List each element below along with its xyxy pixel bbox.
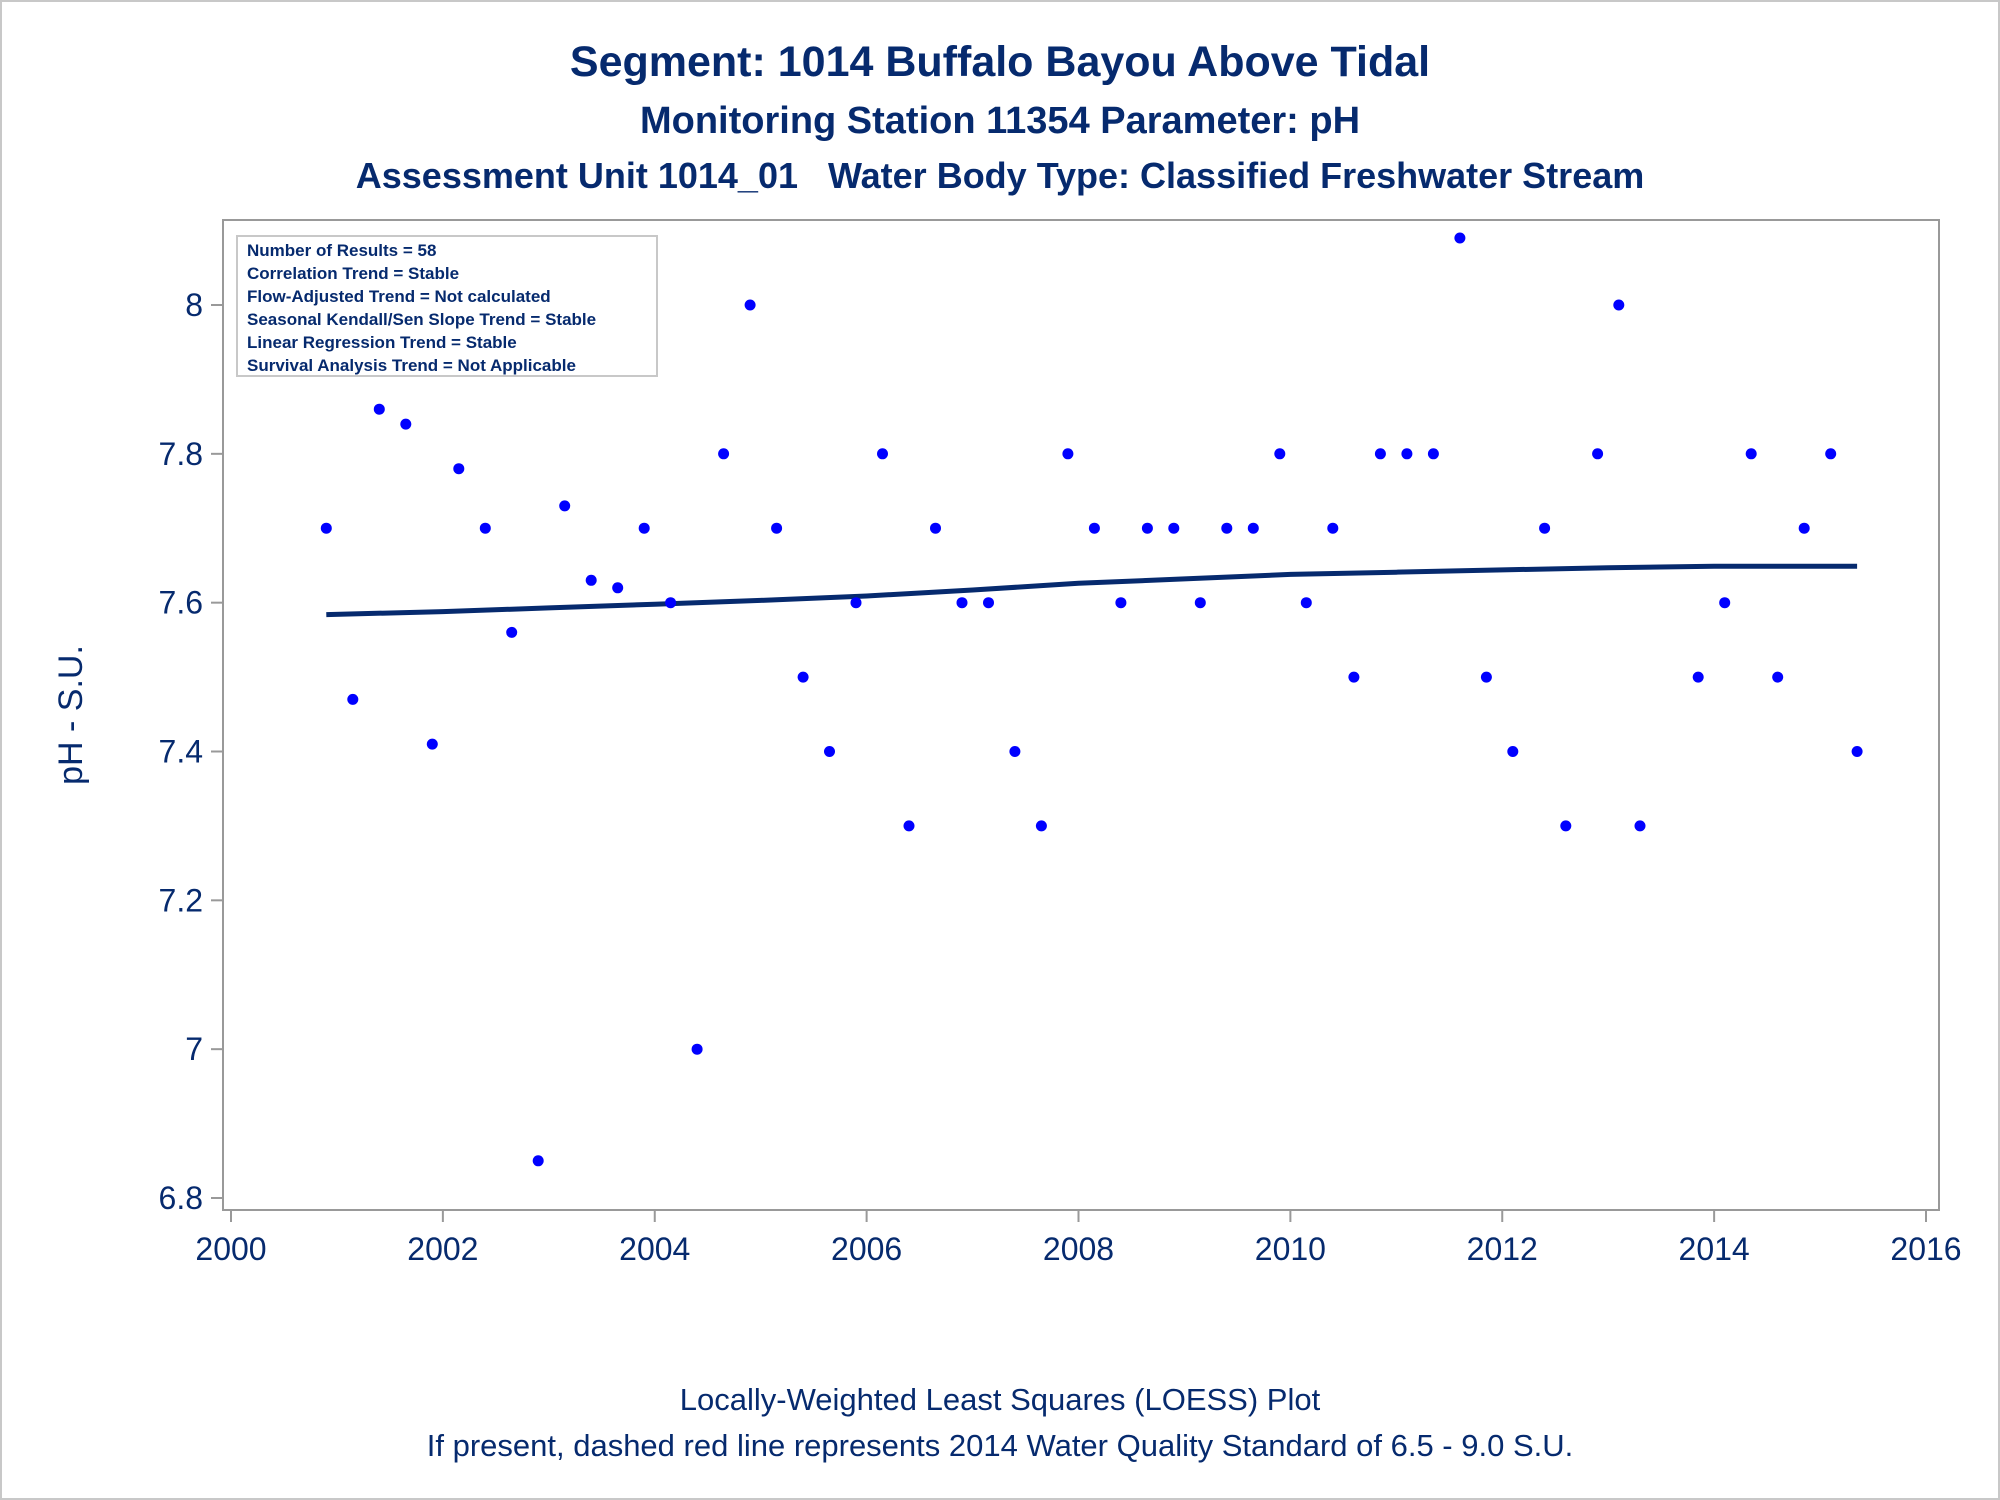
y-axis-label: pH - S.U. <box>52 645 90 785</box>
data-point <box>718 448 730 460</box>
data-point <box>771 522 783 534</box>
y-tick-label: 8 <box>185 287 203 323</box>
data-point <box>453 463 465 475</box>
x-tick-label: 2002 <box>407 1231 478 1267</box>
x-tick-label: 2014 <box>1679 1231 1750 1267</box>
data-point <box>665 597 677 609</box>
data-point <box>1454 232 1466 244</box>
chart-subtitle-assessment: Assessment Unit 1014_01 Water Body Type:… <box>355 155 1645 196</box>
y-tick-label: 7.2 <box>159 882 203 918</box>
x-tick-label: 2012 <box>1467 1231 1538 1267</box>
data-point <box>373 403 385 415</box>
y-tick-label: 6.8 <box>159 1180 203 1216</box>
data-point <box>1300 597 1312 609</box>
data-point <box>1634 820 1646 832</box>
data-point <box>877 448 888 460</box>
data-point <box>1692 671 1704 683</box>
loess-line <box>326 563 1858 618</box>
loess-trend-line <box>326 563 1858 618</box>
data-point <box>1560 820 1572 832</box>
data-point <box>1374 448 1386 460</box>
x-tick-label: 2008 <box>1043 1231 1114 1267</box>
x-axis: 2000 2002 2004 2006 2008 2010 2012 2014 2016 <box>195 1210 1962 1267</box>
data-point <box>400 418 412 430</box>
data-point <box>1480 671 1492 683</box>
data-point <box>585 574 597 586</box>
data-point <box>797 671 809 683</box>
data-point <box>1062 448 1074 460</box>
data-point <box>1798 522 1810 534</box>
data-point <box>1168 522 1180 534</box>
data-point <box>903 820 915 832</box>
data-point <box>1088 522 1100 534</box>
x-tick-label: 2000 <box>195 1231 266 1267</box>
stats-line-flow-adjusted: Flow-Adjusted Trend = Not calculated <box>247 287 551 306</box>
data-point <box>1851 746 1863 757</box>
y-tick-label: 7.8 <box>159 436 203 472</box>
y-tick-label: 7.4 <box>159 734 203 770</box>
stats-line-seasonal-kendall: Seasonal Kendall/Sen Slope Trend = Stabl… <box>247 310 596 329</box>
data-point <box>1719 597 1731 609</box>
data-point <box>1825 448 1837 460</box>
data-point <box>1592 448 1604 460</box>
data-point <box>850 597 862 609</box>
data-point <box>638 522 650 534</box>
data-point <box>506 626 518 638</box>
data-point <box>559 500 571 512</box>
data-point <box>1427 448 1439 460</box>
stats-line-linear-regression: Linear Regression Trend = Stable <box>247 333 517 352</box>
data-point <box>612 582 624 594</box>
footnote-loess: Locally-Weighted Least Squares (LOESS) P… <box>679 1382 1321 1417</box>
chart-subtitle-station: Monitoring Station 11354 Parameter: pH <box>639 100 1361 142</box>
data-point <box>1115 597 1127 609</box>
data-point <box>1221 522 1233 534</box>
y-tick-label: 7 <box>185 1031 203 1067</box>
x-tick-label: 2010 <box>1255 1231 1326 1267</box>
data-point <box>1194 597 1206 609</box>
plot-area <box>222 219 1940 1211</box>
data-point <box>956 597 968 609</box>
stats-line-correlation: Correlation Trend = Stable <box>247 264 459 283</box>
data-point <box>824 746 835 757</box>
data-point <box>1009 746 1021 757</box>
chart-title: Segment: 1014 Buffalo Bayou Above Tidal <box>569 38 1431 86</box>
y-axis: 6.8 7 7.2 7.4 7.6 7.8 8 <box>159 287 223 1216</box>
data-point <box>744 299 756 311</box>
data-point <box>1613 299 1625 311</box>
data-point <box>320 522 332 534</box>
data-point <box>1539 522 1551 534</box>
data-point <box>983 597 994 609</box>
data-point <box>1274 448 1286 460</box>
stats-box: Number of Results = 58 Correlation Trend… <box>236 235 658 377</box>
data-point <box>1035 820 1047 832</box>
data-point <box>1247 522 1259 534</box>
data-point <box>479 522 491 534</box>
x-tick-label: 2006 <box>831 1231 902 1267</box>
data-point <box>1141 522 1153 534</box>
data-point <box>1401 448 1413 460</box>
footnote-standard: If present, dashed red line represents 2… <box>426 1428 1574 1463</box>
x-tick-label: 2004 <box>619 1231 690 1267</box>
data-point <box>1348 671 1360 683</box>
data-point <box>426 738 438 750</box>
x-tick-label: 2016 <box>1890 1231 1961 1267</box>
data-point <box>1327 522 1339 534</box>
stats-line-survival-analysis: Survival Analysis Trend = Not Applicable <box>247 356 576 375</box>
y-tick-label: 7.6 <box>159 585 203 621</box>
data-points <box>320 232 1863 1167</box>
data-point <box>347 693 359 705</box>
data-point <box>691 1043 703 1055</box>
stats-line-results: Number of Results = 58 <box>247 241 436 260</box>
data-point <box>532 1155 544 1167</box>
data-point <box>1772 671 1784 683</box>
data-point <box>930 522 941 534</box>
data-point <box>1507 746 1519 757</box>
data-point <box>1745 448 1757 460</box>
